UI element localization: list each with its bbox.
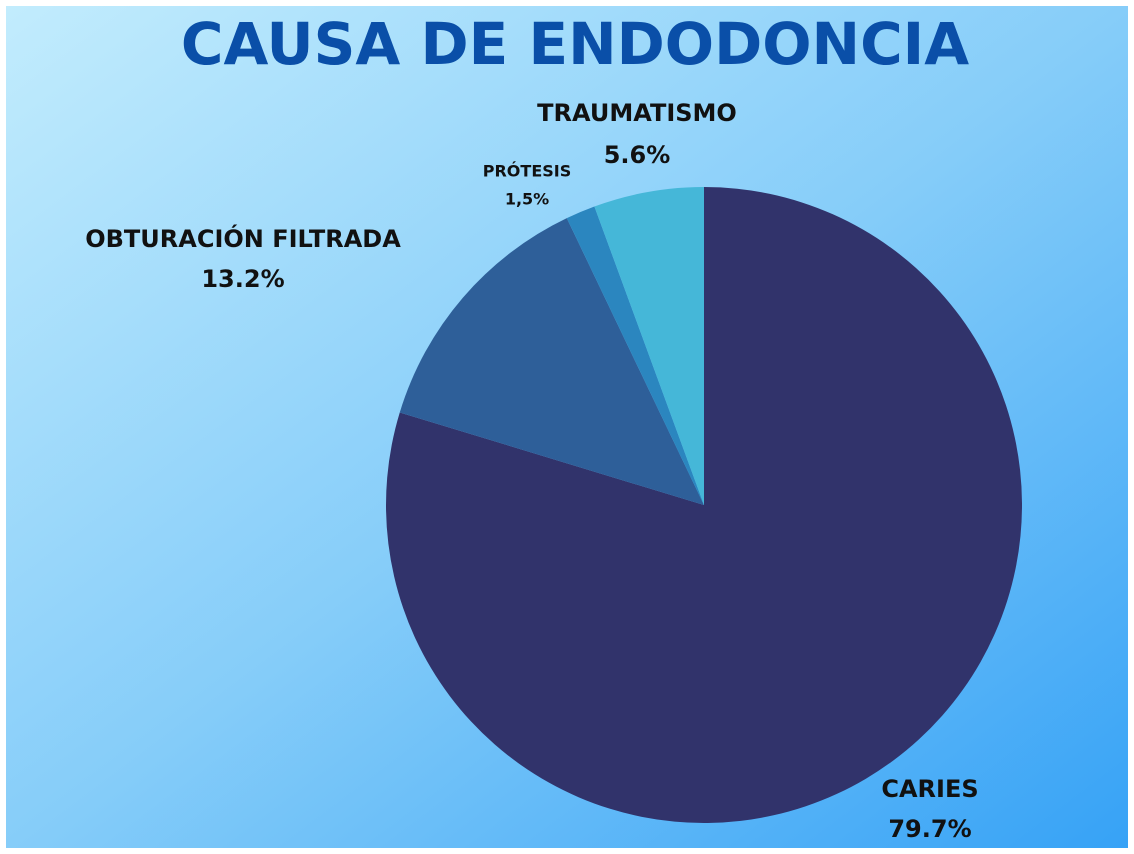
slice-label: CARIES [881,775,978,803]
pie-slice [594,187,704,505]
pie-slice [399,218,704,505]
chart-title: CAUSA DE ENDODONCIA [181,10,969,78]
slice-value-label: 13.2% [201,265,284,293]
slice-label: TRAUMATISMO [537,99,737,127]
slice-value-label: 1,5% [505,190,549,209]
slice-label: OBTURACIÓN FILTRADA [85,223,401,253]
slice-label: PRÓTESIS [483,162,572,181]
pie-slice [566,206,704,505]
slice-value-label: 5.6% [604,141,671,169]
slice-value-label: 79.7% [888,815,971,843]
